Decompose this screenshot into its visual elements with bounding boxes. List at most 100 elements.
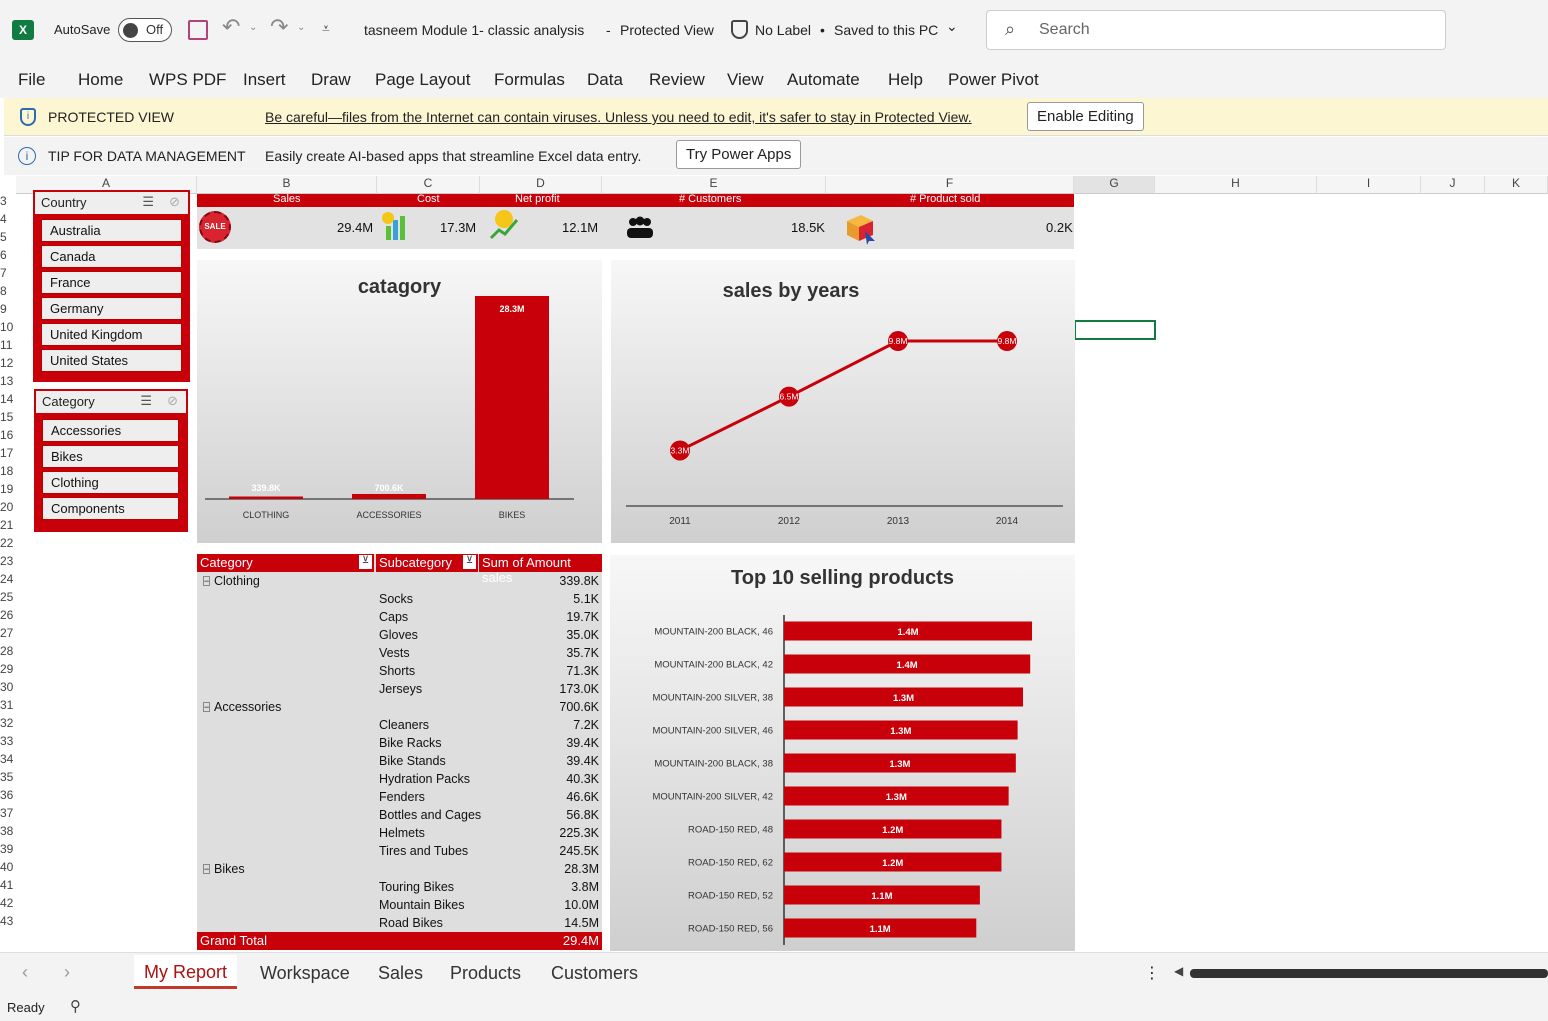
- row-header[interactable]: 6: [0, 248, 7, 262]
- row-header[interactable]: 42: [0, 896, 14, 910]
- sales-by-years-chart-panel[interactable]: sales by years 3.3M 2011 6.5M 2012 9.8M 2013 9…: [611, 260, 1075, 543]
- clear-filter-icon[interactable]: ⊘: [169, 194, 180, 209]
- row-header[interactable]: 20: [0, 500, 14, 514]
- pivot-header-sum[interactable]: Sum of Amount sales: [479, 554, 602, 585]
- customize-toolbar-icon[interactable]: ⩡: [322, 20, 330, 36]
- row-header[interactable]: 27: [0, 626, 14, 640]
- row-header[interactable]: 9: [0, 302, 7, 316]
- row-header[interactable]: 19: [0, 482, 14, 496]
- row-header[interactable]: 16: [0, 428, 14, 442]
- sheet-tab-customers[interactable]: Customers: [551, 963, 639, 983]
- row-header[interactable]: 33: [0, 734, 14, 748]
- row-header[interactable]: 11: [0, 338, 13, 352]
- column-header-i[interactable]: I: [1317, 176, 1421, 194]
- row-header[interactable]: 5: [0, 230, 7, 244]
- slicer-item-accessories[interactable]: Accessories: [42, 419, 179, 442]
- menu-help[interactable]: Help: [888, 70, 923, 89]
- menu-review[interactable]: Review: [649, 70, 705, 89]
- slicer-item-australia[interactable]: Australia: [41, 219, 182, 242]
- column-header-b[interactable]: B: [197, 176, 377, 194]
- row-header[interactable]: 7: [0, 266, 7, 280]
- horizontal-scrollbar[interactable]: [1190, 969, 1548, 978]
- undo-dropdown-icon[interactable]: ⌄: [249, 22, 258, 33]
- clear-filter-icon[interactable]: ⊘: [167, 393, 178, 408]
- try-power-apps-button[interactable]: Try Power Apps: [676, 140, 802, 169]
- slicer-item-france[interactable]: France: [41, 271, 182, 294]
- menu-insert[interactable]: Insert: [243, 70, 286, 89]
- row-header[interactable]: 26: [0, 608, 14, 622]
- row-header[interactable]: 40: [0, 860, 14, 874]
- sheet-tab-workspace[interactable]: Workspace: [260, 963, 350, 983]
- autosave-toggle[interactable]: Off: [118, 18, 172, 42]
- slicer-item-bikes[interactable]: Bikes: [42, 445, 179, 468]
- scroll-left-icon[interactable]: ‹: [22, 962, 28, 982]
- slicer-item-clothing[interactable]: Clothing: [42, 471, 179, 494]
- category-slicer[interactable]: Category ☰ ⊘ Accessories Bikes Clothing …: [34, 389, 188, 532]
- filter-dropdown-icon[interactable]: ⊻: [359, 555, 372, 569]
- row-header[interactable]: 17: [0, 446, 14, 460]
- menu-file[interactable]: File: [18, 70, 46, 89]
- row-header[interactable]: 31: [0, 698, 14, 712]
- row-header[interactable]: 12: [0, 356, 14, 370]
- redo-icon[interactable]: ↷: [270, 14, 289, 39]
- chevron-down-icon[interactable]: ⌄: [946, 18, 958, 34]
- row-header[interactable]: 14: [0, 392, 14, 406]
- collapse-toggle-icon[interactable]: −: [203, 702, 211, 712]
- column-header-h[interactable]: H: [1155, 176, 1317, 194]
- column-header-k[interactable]: K: [1485, 176, 1548, 194]
- row-header[interactable]: 41: [0, 878, 14, 892]
- pivot-header-subcategory[interactable]: Subcategory ⊻: [376, 554, 478, 572]
- slicer-item-united-kingdom[interactable]: United Kingdom: [41, 323, 182, 346]
- row-header[interactable]: 34: [0, 752, 14, 766]
- column-header-g[interactable]: G: [1074, 176, 1155, 194]
- menu-page-layout[interactable]: Page Layout: [375, 70, 471, 89]
- row-header[interactable]: 36: [0, 788, 14, 802]
- slicer-item-germany[interactable]: Germany: [41, 297, 182, 320]
- multi-select-icon[interactable]: ☰: [142, 194, 154, 209]
- search-box[interactable]: ⌕ Search: [986, 10, 1446, 50]
- column-header-d[interactable]: D: [480, 176, 602, 194]
- undo-icon[interactable]: ↶: [222, 14, 241, 39]
- category-chart-panel[interactable]: catagory 339.8K CLOTHING 700.6K ACCESSORIES…: [197, 260, 602, 543]
- row-header[interactable]: 35: [0, 770, 14, 784]
- collapse-toggle-icon[interactable]: −: [203, 864, 211, 874]
- row-header[interactable]: 30: [0, 680, 14, 694]
- column-header-f[interactable]: F: [826, 176, 1074, 194]
- slicer-item-components[interactable]: Components: [42, 497, 179, 520]
- row-header[interactable]: 10: [0, 320, 14, 334]
- redo-dropdown-icon[interactable]: ⌄: [297, 22, 306, 33]
- filter-dropdown-icon[interactable]: ⊻: [463, 555, 476, 569]
- menu-draw[interactable]: Draw: [311, 70, 351, 89]
- row-header[interactable]: 13: [0, 374, 14, 388]
- top-products-chart-panel[interactable]: Top 10 selling products 1.4M MOUNTAIN-200…: [610, 555, 1075, 951]
- selected-cell[interactable]: [1074, 320, 1156, 340]
- menu-view[interactable]: View: [727, 70, 764, 89]
- worksheet-grid[interactable]: A B C D E F G H I J K 3 4 5 6 7 8 9 10 11 12 13 14 1…: [0, 176, 1548, 952]
- hscroll-left-icon[interactable]: ◀: [1174, 964, 1184, 978]
- row-header[interactable]: 29: [0, 662, 14, 676]
- row-header[interactable]: 24: [0, 572, 14, 586]
- sheet-tab-products[interactable]: Products: [450, 963, 522, 983]
- row-header[interactable]: 32: [0, 716, 14, 730]
- row-header[interactable]: 22: [0, 536, 14, 550]
- row-header[interactable]: 43: [0, 914, 14, 928]
- menu-automate[interactable]: Automate: [787, 70, 860, 89]
- row-header[interactable]: 21: [0, 518, 14, 532]
- sheet-tab-my-report[interactable]: My Report: [134, 955, 237, 989]
- slicer-item-united-states[interactable]: United States: [41, 349, 182, 372]
- label-status[interactable]: No Label: [755, 22, 812, 38]
- menu-data[interactable]: Data: [587, 70, 623, 89]
- more-options-icon[interactable]: ⋮: [1144, 965, 1160, 982]
- country-slicer[interactable]: Country ☰ ⊘ Australia Canada France Germ…: [33, 190, 190, 382]
- row-header[interactable]: 39: [0, 842, 14, 856]
- row-header[interactable]: 37: [0, 806, 14, 820]
- multi-select-icon[interactable]: ☰: [140, 393, 152, 408]
- column-header-j[interactable]: J: [1421, 176, 1485, 194]
- row-header[interactable]: 8: [0, 284, 7, 298]
- excel-logo-icon[interactable]: X: [12, 20, 34, 40]
- scroll-right-icon[interactable]: ›: [64, 962, 70, 982]
- saved-status[interactable]: Saved to this PC: [834, 22, 939, 38]
- pivot-table[interactable]: Category ⊻ Subcategory ⊻ Sum of Amount s…: [197, 554, 602, 950]
- row-header[interactable]: 3: [0, 194, 7, 208]
- menu-formulas[interactable]: Formulas: [494, 70, 565, 89]
